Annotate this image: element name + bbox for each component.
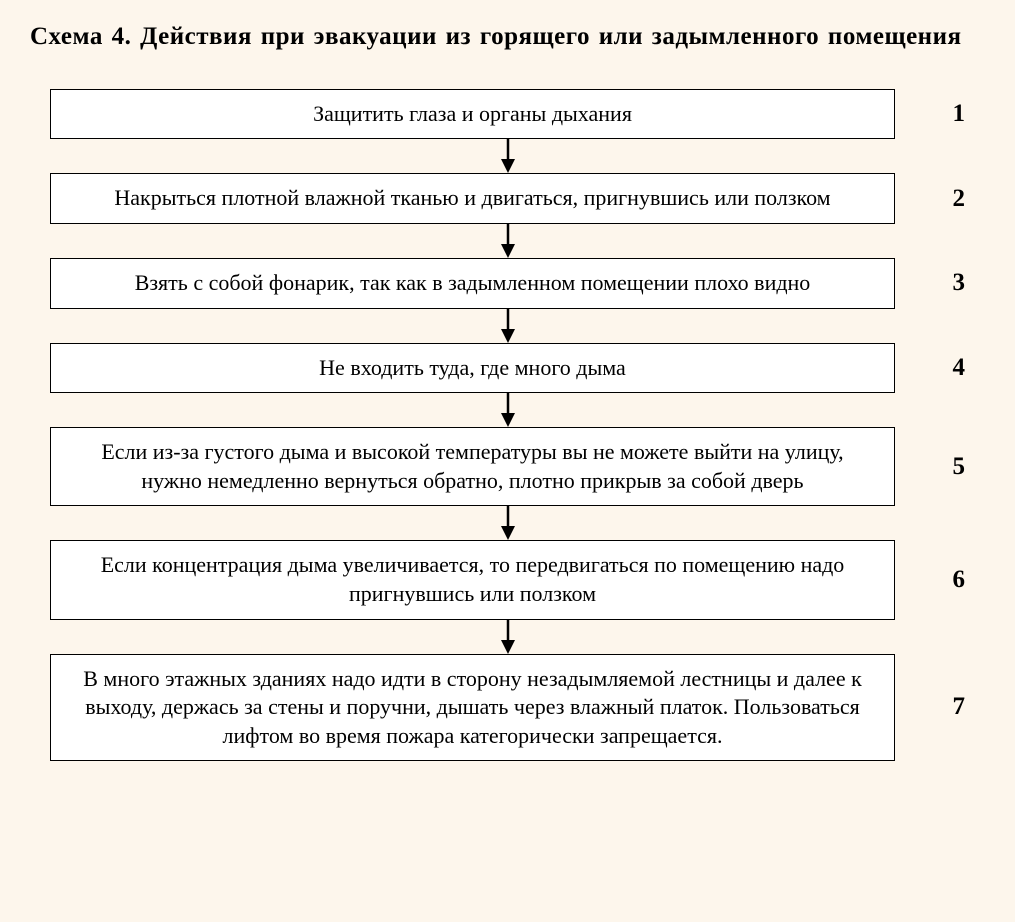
step-box: Накрыться плотной влажной тканью и двига… (50, 173, 895, 224)
flowchart-step-row: Взять с собой фонарик, так как в задымле… (50, 258, 965, 309)
flowchart-step-row: В много этажных зданиях надо идти в стор… (50, 654, 965, 762)
step-box: В много этажных зданиях надо идти в стор… (50, 654, 895, 762)
flowchart-step-row: Не входить туда, где много дыма 4 (50, 343, 965, 394)
arrow-down-icon (498, 620, 518, 654)
step-number: 4 (925, 354, 965, 382)
arrow-down-icon (498, 139, 518, 173)
arrow-down-icon (498, 224, 518, 258)
step-box: Взять с собой фонарик, так как в задымле… (50, 258, 895, 309)
flowchart-step-row: Накрыться плотной влажной тканью и двига… (50, 173, 965, 224)
page-title: Схема 4. Действия при эвакуации из горящ… (30, 20, 985, 54)
step-number: 5 (925, 453, 965, 481)
step-box: Если из-за густого дыма и высокой темпер… (50, 427, 895, 506)
step-number: 3 (925, 269, 965, 297)
step-number: 1 (925, 100, 965, 128)
step-box: Если концентрация дыма увеличивается, то… (50, 540, 895, 619)
flowchart-step-row: Защитить глаза и органы дыхания 1 (50, 89, 965, 140)
step-number: 6 (925, 566, 965, 594)
step-box: Защитить глаза и органы дыхания (50, 89, 895, 140)
arrow-down-icon (498, 506, 518, 540)
arrow-down-icon (498, 309, 518, 343)
arrow-down-icon (498, 393, 518, 427)
flowchart-container: Защитить глаза и органы дыхания 1 Накрыт… (30, 89, 985, 762)
step-number: 2 (925, 185, 965, 213)
flowchart-step-row: Если из-за густого дыма и высокой темпер… (50, 427, 965, 506)
step-box: Не входить туда, где много дыма (50, 343, 895, 394)
step-number: 7 (925, 693, 965, 721)
flowchart-step-row: Если концентрация дыма увеличивается, то… (50, 540, 965, 619)
